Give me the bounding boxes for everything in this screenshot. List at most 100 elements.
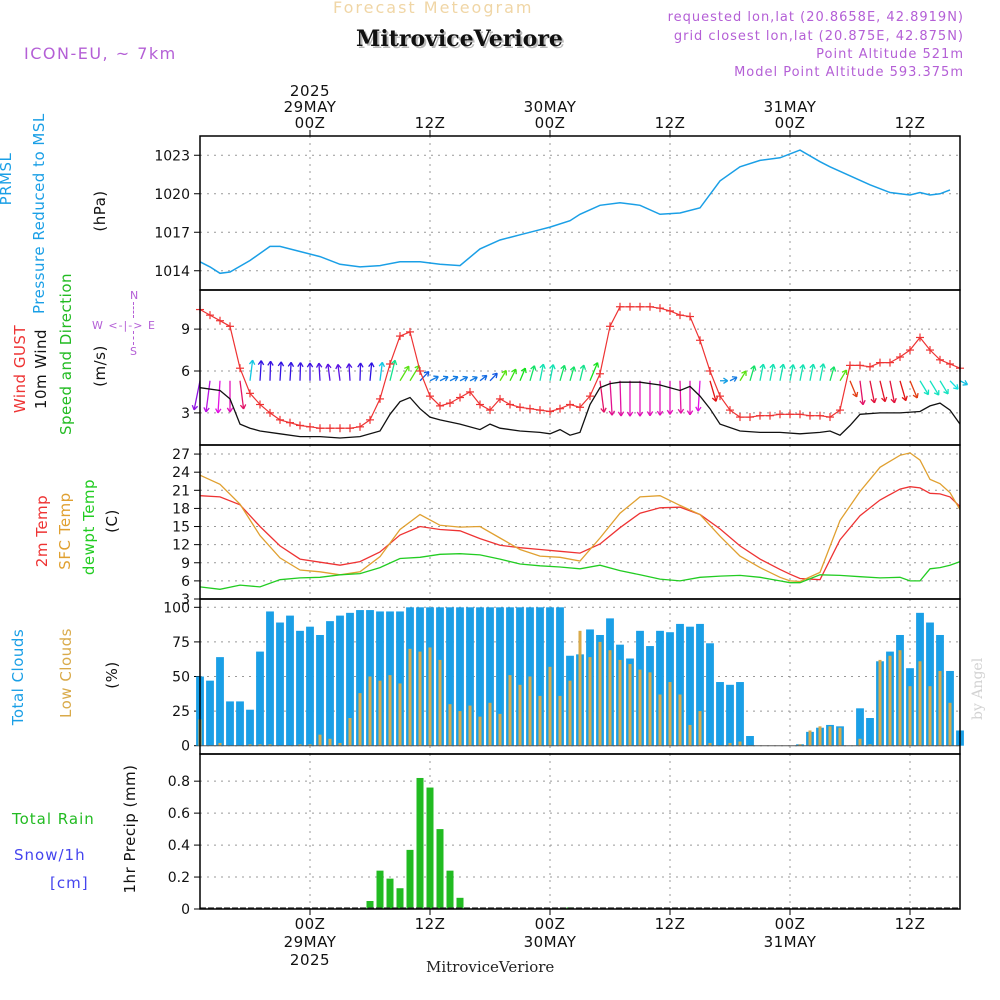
x-tick-label-bottom: 31MAY [764,933,817,951]
wind-barb [849,380,859,398]
wind-gust-marker [716,392,724,401]
cloud-total-bar [856,708,864,746]
wind-barb-head [617,411,622,417]
wind-barb-shaft [889,380,896,403]
wind-barb-shaft [449,376,459,382]
wind-barb-head [779,363,784,369]
wind-barb-head [454,376,459,382]
wind-gust-marker [246,389,254,398]
wind-barb-shaft [599,380,605,413]
wind-gust-marker [586,392,594,401]
wind-barb [399,365,410,382]
wind-barb-head [611,410,616,416]
wind-gust-marker [736,413,744,422]
wind-barb-head [484,375,488,381]
wind-gust-marker [306,422,314,431]
cloud-low-bar [738,741,742,746]
wind-barb [277,361,285,381]
model-label: ICON-EU, ~ 7km [24,44,177,63]
cloud-total-bar [326,621,334,746]
wind-gust-marker [356,422,364,431]
cloud-low-bar [478,716,482,746]
wind-gust-marker [696,336,704,345]
wind-barb-head [656,410,661,416]
wind-barb-head [381,362,386,368]
wind-barb-head [715,396,719,402]
y-tick-label: 50 [172,670,190,686]
wind-barb-shaft [205,380,211,412]
wind-gust-marker [346,424,354,433]
wind-barb [489,372,498,382]
wind-barb-head [841,369,847,373]
wind-barb-head [659,410,664,416]
wind-barb-shaft [829,366,835,381]
wind-barb-head [856,391,859,397]
wind-barb-head [549,364,554,369]
wind-barb-head [916,392,919,399]
panel-frame [199,135,961,291]
wind-barb [720,377,729,384]
pressure-line [199,149,951,275]
wind-barb-head [423,370,429,374]
cloud-total-bar [376,611,384,746]
wind-barb [459,375,469,382]
wind-barb-shaft [519,367,526,382]
cloud-total-bar [276,622,284,746]
wind-gust-marker [396,332,404,341]
wind-barb [949,380,959,390]
cloud-low-bar [248,744,252,746]
wind-barb-shaft [409,365,420,382]
panel-frame [199,289,961,446]
model-altitude: Model Point Altitude 593.375m [734,65,964,80]
precip-bar [426,787,434,909]
wind-barb-head [427,371,430,377]
y-tick-label: 9 [181,556,190,572]
cloud-total-bar [556,607,564,746]
wind-barb-head [677,408,682,414]
wind-barb-head [723,380,729,384]
wind-barb-head [260,360,265,366]
cloud-low-bar [538,695,542,746]
closest-coords: grid closest lon,lat (20.875E, 42.875N) [673,29,964,44]
wind-barb-shaft [359,362,362,381]
cloud-low-bar [728,742,732,746]
wind-gust-marker [706,366,714,375]
wind-barb-shaft [259,360,262,381]
wind-barb-head [542,363,546,370]
wind-barb-head [893,397,897,404]
cloud-low-bar [408,648,412,746]
cloud-low-bar [838,727,842,746]
wind-gust-marker [936,355,944,364]
cloud-low-bar [258,744,262,746]
wind-barb [539,363,546,381]
wind-barb-shaft [919,380,929,395]
cloud-low-bar [568,680,572,746]
wind-barb [287,361,295,381]
wind-barb-head [357,362,362,368]
wind-barb-head [569,366,575,371]
wind-barb [959,379,969,386]
precip-bar [456,897,464,909]
wind-barb-head [248,359,254,365]
wind-barb [549,364,556,381]
wind-barb-shaft [389,360,396,381]
cloud-total-bar [216,657,224,746]
wind-gust-marker [536,406,544,415]
cloud-total-bar [456,607,464,746]
wind-barb-head [368,362,373,368]
wind-barb-head [852,393,858,398]
cloud-low-bar [418,651,422,746]
wind-barb-head [593,362,598,367]
wind-gust-marker [486,406,494,415]
wind-barb-head [859,400,864,406]
wind-barb-shaft [869,380,876,403]
wind-gust-marker [546,407,554,416]
wind-gust-marker [446,399,454,408]
wind-gust-marker [676,311,684,320]
wind-barb-head [327,363,332,369]
y-tick-label: 0.8 [168,774,190,790]
cloud-low-bar [658,694,662,746]
wind-barb-shaft [479,375,488,382]
wind-gust-marker [636,302,644,311]
wind-gust-marker [726,406,734,415]
